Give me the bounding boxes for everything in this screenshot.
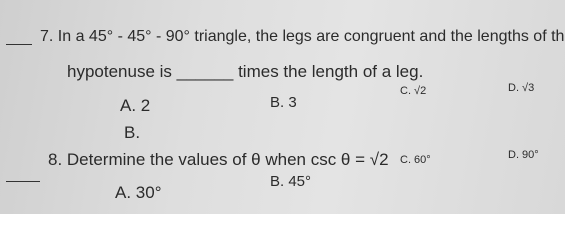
- option-label: B.: [124, 123, 141, 142]
- question-stem: hypotenuse is ______ times the length of…: [67, 62, 424, 81]
- option: B. 45°: [270, 173, 312, 190]
- option: D. √3: [508, 82, 535, 94]
- option: B. 3: [270, 94, 297, 111]
- question-stem: 8. Determine the values of θ when csc θ …: [48, 150, 389, 169]
- question-stem: 7. In a 45° - 45° - 90° triangle, the le…: [40, 28, 565, 45]
- option: C. 60°: [400, 154, 431, 166]
- answer-blank: [6, 44, 32, 45]
- option: A. 2: [120, 96, 151, 115]
- answer-blank: [6, 181, 40, 182]
- worksheet: 7. In a 45° - 45° - 90° triangle, the le…: [0, 0, 565, 214]
- option: D. 90°: [508, 149, 539, 161]
- option: C. √2: [400, 85, 427, 97]
- option: A. 30°: [115, 183, 162, 202]
